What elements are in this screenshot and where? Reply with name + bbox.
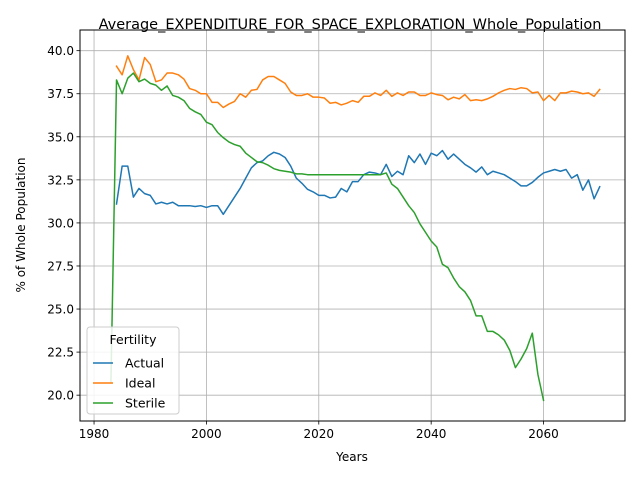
ticks: 1980 2000 2020 2040 2060 20.0 22.5 25.0 27.5 30.0…	[47, 44, 559, 441]
x-tick-label: 2020	[304, 427, 335, 441]
y-tick-label: 30.0	[47, 216, 74, 230]
legend-entries: Actual Ideal Sterile	[93, 356, 166, 411]
plot-frame	[79, 29, 626, 422]
series-line-ideal	[115, 55, 601, 109]
chart-title: Average_EXPENDITURE_FOR_SPACE_EXPLORATIO…	[99, 17, 602, 33]
y-tick-label: 27.5	[47, 259, 74, 273]
y-tick-label: 25.0	[47, 303, 74, 317]
series-layer	[110, 55, 601, 402]
legend-label-sterile: Sterile	[125, 396, 166, 411]
x-tick-label: 2060	[528, 427, 559, 441]
y-tick-label: 37.5	[47, 87, 74, 101]
y-tick-label: 20.0	[47, 389, 74, 403]
y-tick-label: 35.0	[47, 130, 74, 144]
legend: Fertility Actual Ideal Sterile	[86, 326, 180, 415]
x-tick-label: 1980	[79, 427, 110, 441]
legend-label-ideal: Ideal	[125, 376, 155, 391]
y-axis-title: % of Whole Population	[14, 158, 28, 293]
legend-label-actual: Actual	[125, 356, 164, 371]
series-line-actual	[115, 149, 601, 216]
series-line-sterile	[110, 72, 545, 402]
y-tick-label: 32.5	[47, 173, 74, 187]
y-tick-label: 40.0	[47, 44, 74, 58]
x-tick-label: 2000	[191, 427, 222, 441]
y-tick-label: 22.5	[47, 346, 74, 360]
legend-title: Fertility	[110, 332, 158, 347]
legend-box	[86, 326, 180, 415]
x-tick-label: 2040	[416, 427, 447, 441]
x-axis-title: Years	[335, 450, 368, 464]
